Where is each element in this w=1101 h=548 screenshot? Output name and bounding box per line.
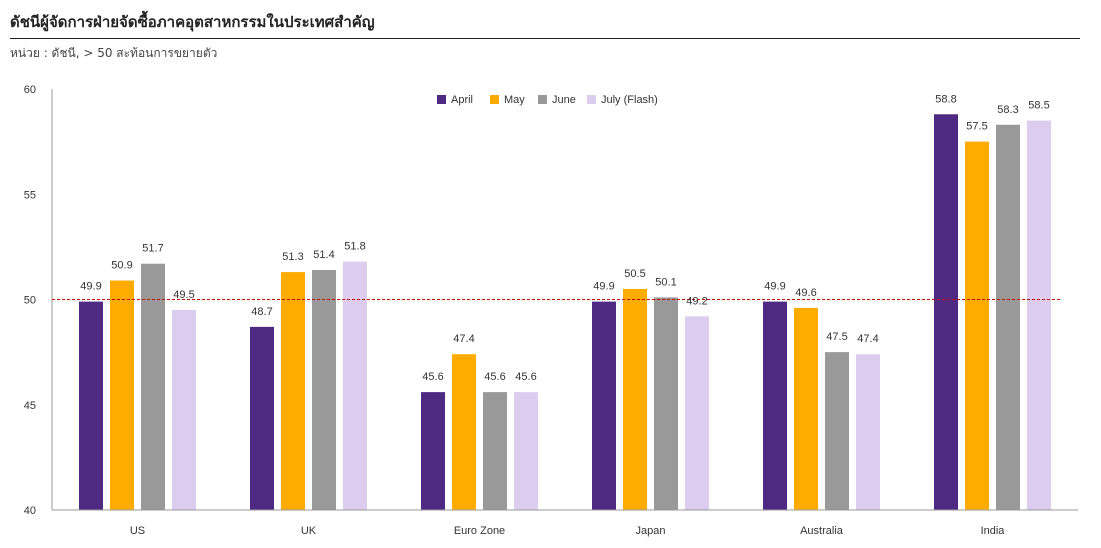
data-label: 49.2: [686, 295, 707, 307]
bar: [965, 141, 989, 510]
bars: [79, 114, 1051, 510]
bar: [1027, 120, 1051, 510]
legend-item: May: [490, 94, 525, 106]
data-label: 50.9: [111, 260, 132, 272]
data-label: 47.4: [857, 333, 878, 345]
bar: [483, 392, 507, 510]
bar: [685, 316, 709, 510]
data-label: 45.6: [515, 371, 536, 383]
data-label: 50.1: [655, 276, 676, 288]
data-label: 51.4: [313, 249, 334, 261]
legend-swatch: [538, 95, 547, 104]
bar: [996, 124, 1020, 510]
legend-label: April: [451, 94, 473, 106]
y-tick-label: 45: [24, 400, 36, 412]
data-label: 47.4: [453, 333, 474, 345]
legend-item: April: [437, 94, 473, 106]
bar: [856, 354, 880, 510]
x-axis: US UK Euro Zone Japan Australia India: [52, 509, 1078, 537]
title-divider: [10, 38, 1080, 39]
x-category-label: US: [130, 525, 145, 537]
data-label: 58.3: [997, 104, 1018, 116]
y-tick-label: 55: [24, 189, 36, 201]
legend-label: June: [552, 94, 576, 106]
bar: [312, 270, 336, 510]
x-category-label: UK: [301, 525, 317, 537]
legend-swatch: [587, 95, 596, 104]
data-label: 58.5: [1028, 100, 1049, 112]
chart-title: ดัชนีผู้จัดการฝ่ายจัดซื้อภาคอุตสาหกรรมใน…: [10, 13, 375, 31]
bar: [654, 297, 678, 510]
data-label: 58.8: [935, 93, 956, 105]
bar: [421, 392, 445, 510]
x-category-label: India: [981, 525, 1006, 537]
data-label: 49.6: [795, 287, 816, 299]
legend: April May June July (Flash): [437, 94, 658, 106]
data-label: 45.6: [422, 371, 443, 383]
bar: [250, 326, 274, 510]
y-axis: 40 45 50 55 60: [24, 84, 53, 517]
data-label: 51.3: [282, 251, 303, 263]
data-label: 47.5: [826, 331, 847, 343]
bar: [514, 392, 538, 510]
data-label: 50.5: [624, 268, 645, 280]
bar: [623, 288, 647, 510]
data-label: 45.6: [484, 371, 505, 383]
data-labels: 49.9 50.9 51.7 49.5 48.7 51.3 51.4 51.8 45.6 47.4…: [80, 93, 1049, 383]
y-tick-label: 60: [24, 84, 36, 96]
bar: [110, 280, 134, 510]
chart-subtitle: หน่วย : ดัชนี, > 50 สะท้อนการขยายตัว: [10, 46, 218, 60]
bar: [592, 301, 616, 510]
bar: [763, 301, 787, 510]
data-label: 48.7: [251, 306, 272, 318]
data-label: 51.8: [344, 241, 365, 253]
data-label: 49.9: [764, 281, 785, 293]
x-category-label: Australia: [800, 525, 844, 537]
data-label: 49.5: [173, 289, 194, 301]
bar: [452, 354, 476, 510]
bar: [825, 352, 849, 510]
data-label: 49.9: [593, 281, 614, 293]
legend-swatch: [490, 95, 499, 104]
legend-label: July (Flash): [601, 94, 658, 106]
legend-swatch: [437, 95, 446, 104]
legend-item: July (Flash): [587, 94, 658, 106]
bar: [794, 307, 818, 510]
data-label: 51.7: [142, 243, 163, 255]
data-label: 57.5: [966, 121, 987, 133]
bar: [141, 263, 165, 510]
legend-label: May: [504, 94, 525, 106]
bar: [281, 272, 305, 510]
y-tick-label: 40: [24, 505, 36, 517]
bar: [79, 301, 103, 510]
y-tick-label: 50: [24, 295, 36, 307]
data-label: 49.9: [80, 281, 101, 293]
legend-item: June: [538, 94, 576, 106]
bar: [934, 114, 958, 510]
bar: [172, 310, 196, 510]
x-category-label: Euro Zone: [454, 525, 505, 537]
bar: [343, 261, 367, 510]
x-category-label: Japan: [636, 525, 666, 537]
